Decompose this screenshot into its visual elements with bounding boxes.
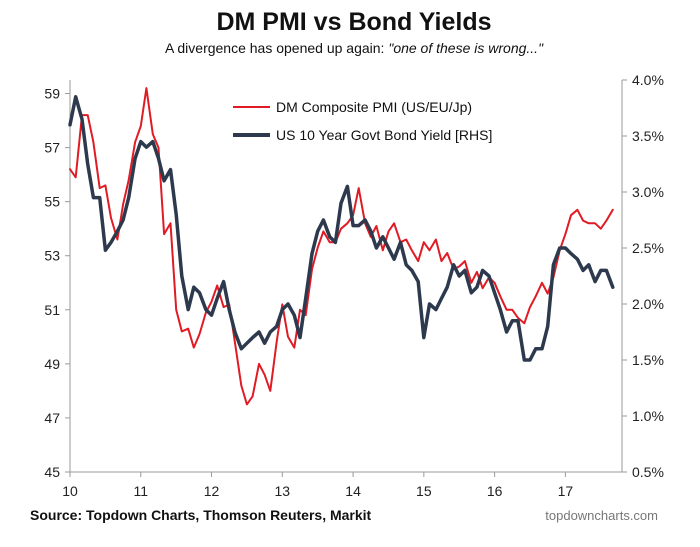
left-tick-label: 53 [44,248,60,264]
x-tick-label: 13 [275,483,291,499]
x-tick-label: 11 [133,483,148,499]
series-layer [68,87,615,406]
left-tick-label: 59 [44,86,60,102]
series-line-bond-yield [68,95,615,362]
left-tick-label: 49 [44,356,60,372]
x-tick-label: 10 [62,483,78,499]
right-tick-label: 0.5% [632,464,664,480]
chart-subtitle: A divergence has opened up again: "one o… [165,40,544,56]
right-tick-label: 3.5% [632,128,664,144]
x-axis-ticks: 10 11 12 13 14 15 16 17 [62,472,573,499]
x-tick-label: 14 [345,483,361,499]
x-tick-label: 17 [558,483,574,499]
left-tick-label: 47 [44,410,60,426]
legend-label-yield: US 10 Year Govt Bond Yield [RHS] [276,127,492,143]
x-tick-label: 16 [487,483,503,499]
left-tick-label: 57 [44,140,60,156]
left-tick-label: 55 [44,194,60,210]
x-tick-label: 15 [416,483,432,499]
right-tick-label: 4.0% [632,72,664,88]
chart-subtitle-quote: "one of these is wrong..." [388,40,544,56]
right-tick-label: 2.5% [632,240,664,256]
right-tick-label: 3.0% [632,184,664,200]
right-tick-label: 1.0% [632,408,664,424]
chart-subtitle-text: A divergence has opened up again: [165,40,388,56]
legend: DM Composite PMI (US/EU/Jp) US 10 Year G… [233,99,492,143]
left-tick-label: 51 [44,302,60,318]
chart-title: DM PMI vs Bond Yields [216,8,491,36]
series-line-pmi [69,87,614,406]
left-tick-label: 45 [44,464,60,480]
left-axis-ticks: 59 57 55 53 51 49 47 45 [44,86,70,480]
x-tick-label: 12 [204,483,220,499]
watermark: topdowncharts.com [545,508,658,523]
source-note: Source: Topdown Charts, Thomson Reuters,… [30,507,372,523]
legend-label-pmi: DM Composite PMI (US/EU/Jp) [276,99,472,115]
right-axis-ticks: 4.0% 3.5% 3.0% 2.5% 2.0% 1.5% 1.0% 0.5% [622,72,664,480]
right-tick-label: 1.5% [632,352,664,368]
right-tick-label: 2.0% [632,296,664,312]
